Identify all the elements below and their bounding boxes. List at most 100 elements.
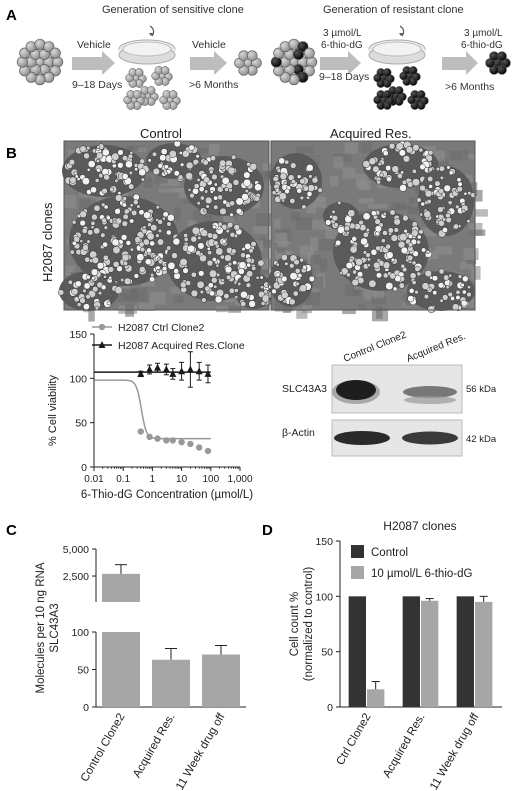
cell [349,245,358,254]
cell [385,165,392,172]
months-label-1: >6 Months [189,79,238,91]
cell [419,184,426,192]
cell [203,208,208,213]
cell [82,288,87,294]
cell [259,275,264,280]
acq-data-point [195,367,203,375]
cell [204,196,213,205]
texture [274,232,287,243]
cell [447,200,453,206]
cell [360,237,368,246]
texture [342,167,356,179]
cell [185,280,192,286]
cell [214,295,223,304]
cell [254,183,262,192]
cell [219,174,225,179]
cell [317,187,323,193]
cell [302,185,309,192]
cell [125,160,133,169]
cell [167,213,175,222]
panel-b-label: B [6,145,17,162]
cell [437,282,445,289]
arrow-drug-2 [442,51,478,75]
cell [229,212,234,217]
cell [377,161,382,167]
cell [136,204,141,209]
cell [455,204,460,210]
cell [107,266,115,273]
colony-cell [382,90,392,99]
cell [275,262,280,267]
cell [87,160,96,168]
cell [210,276,218,284]
cell [205,204,210,209]
cell [100,232,106,238]
cell [284,261,289,266]
cell-clump [407,271,475,311]
cell [85,294,91,300]
cell [116,265,123,272]
petri-dish-resistant [368,25,426,65]
texture [296,308,308,319]
cell [219,207,227,216]
cell [351,236,357,242]
cell [446,210,451,215]
cell [71,240,77,246]
cell [423,210,432,219]
cell [206,232,214,239]
texture [174,187,188,193]
cell [357,271,364,278]
colony-cell [168,90,178,99]
cell [232,260,238,266]
cell [211,173,218,181]
cell [79,297,86,304]
cell [117,149,124,156]
cell [281,275,288,283]
texture [158,188,178,193]
cell [96,262,105,270]
cell [400,246,408,255]
cell [195,154,200,159]
texture [435,246,453,255]
cell [213,195,219,201]
cell-count-chart: H2087 clones 0 50 100 150 Cell count % (normal… [289,519,502,791]
cell [411,168,417,174]
cell [206,246,211,251]
cell [246,270,254,278]
cell [190,235,198,243]
cell [209,189,214,194]
texture [329,175,339,187]
y-tick-label: 0 [327,702,333,714]
cell [366,257,371,262]
cell [244,243,252,250]
cell [173,140,181,148]
cell [427,175,434,182]
cell [224,187,229,192]
y-tick-label: 150 [69,329,87,341]
months-label-2: >6 Months [445,81,494,93]
bar-treated [421,600,439,707]
cell [178,151,183,155]
cell [202,159,209,166]
cell [127,153,134,160]
cell [390,234,399,242]
y-axis-label-line2: SLC43A3 [49,603,61,652]
drug-dose-label-1: 3 µmol/L [323,28,362,39]
texture [309,237,319,252]
cell [94,305,100,311]
cell [393,218,401,226]
cell [190,271,197,278]
cell [112,261,120,268]
cell [274,187,280,193]
colony-cell [146,86,156,95]
ctrl-data-point [146,433,153,441]
cell [133,273,140,279]
cell [245,282,252,288]
arrow-vehicle-2 [190,51,227,75]
cell [447,291,453,298]
texture [178,188,189,198]
vehicle-label-1: Vehicle [77,39,111,51]
drug-name-label-2: 6-thio-dG [461,40,503,51]
cell [401,179,408,186]
texture [440,158,449,167]
